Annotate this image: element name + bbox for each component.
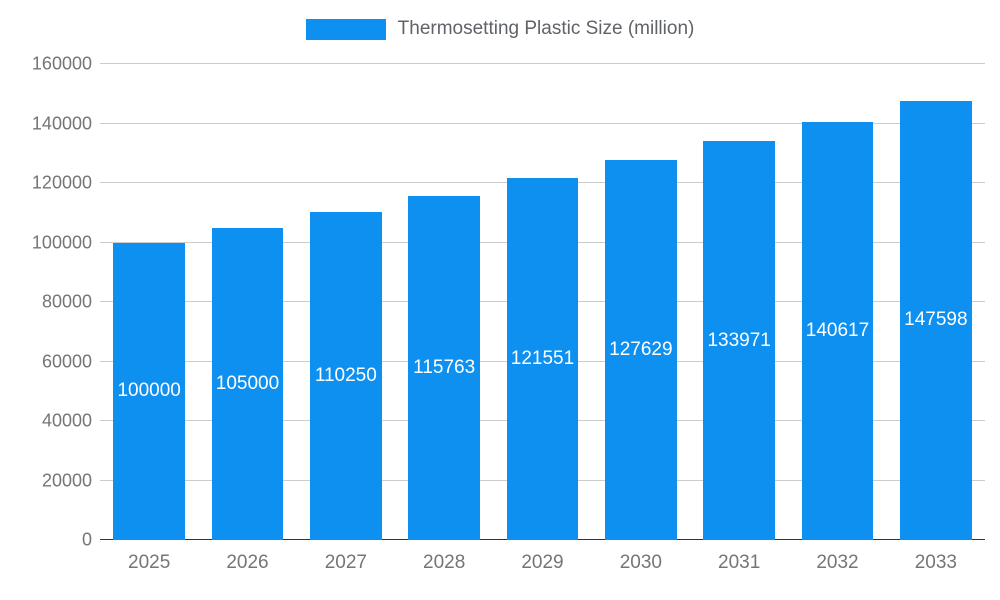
y-tick-label: 160000 <box>31 53 92 74</box>
bar[interactable]: 121551 <box>506 178 579 540</box>
y-tick-label: 40000 <box>41 410 92 431</box>
plot-area: 100000 105000 110250 115763 121551 127629 1339… <box>100 63 985 540</box>
x-tick-label: 2029 <box>521 552 564 573</box>
y-tick-label: 0 <box>81 529 92 550</box>
bar-value-label: 105000 <box>215 372 280 394</box>
bar-value-label: 100000 <box>117 380 181 402</box>
bar-value-label: 133971 <box>707 329 771 351</box>
bar-value-label: 110250 <box>314 365 377 386</box>
bar[interactable]: 100000 <box>113 242 186 540</box>
y-tick-label: 80000 <box>41 291 92 312</box>
legend-label: Thermosetting Plastic Size (million) <box>397 18 695 39</box>
y-tick-label: 20000 <box>41 470 92 490</box>
y-tick-label: 60000 <box>41 351 92 371</box>
y-tick-label: 100000 <box>31 232 92 252</box>
x-tick-label: 2030 <box>619 552 662 573</box>
bar[interactable]: 140617 <box>801 121 874 540</box>
chart-legend: Thermosetting Plastic Size (million) <box>0 18 1000 40</box>
x-axis: 2025 2026 2027 2028 2029 2030 2031 2032 2033 <box>100 552 985 586</box>
x-tick-label: 2032 <box>816 552 859 573</box>
grid-line <box>100 63 985 64</box>
bar-value-label: 115763 <box>413 356 476 378</box>
x-tick-label: 2033 <box>914 552 957 573</box>
bar[interactable]: 115763 <box>408 195 481 540</box>
grid-line <box>100 122 985 124</box>
x-tick-label: 2025 <box>128 552 171 573</box>
bar[interactable]: 127629 <box>604 160 677 540</box>
bar[interactable]: 147598 <box>899 100 972 540</box>
x-tick-label: 2026 <box>226 552 269 573</box>
x-tick-label: 2031 <box>718 552 761 573</box>
bar[interactable]: 105000 <box>211 227 284 540</box>
y-tick-label: 140000 <box>31 113 92 133</box>
bar-value-label: 121551 <box>510 348 575 370</box>
bar[interactable]: 110250 <box>309 212 382 540</box>
bar-value-label: 147598 <box>904 309 968 331</box>
bar-value-label: 140617 <box>805 319 870 341</box>
bar-value-label: 127629 <box>609 339 673 361</box>
bar[interactable]: 133971 <box>703 141 776 540</box>
y-tick-label: 120000 <box>31 172 92 193</box>
x-tick-label: 2028 <box>423 552 466 573</box>
legend-swatch <box>305 18 386 40</box>
x-tick-label: 2027 <box>324 552 367 573</box>
y-axis: 0 20000 40000 60000 80000 100000 120000 140000 1… <box>0 54 92 550</box>
